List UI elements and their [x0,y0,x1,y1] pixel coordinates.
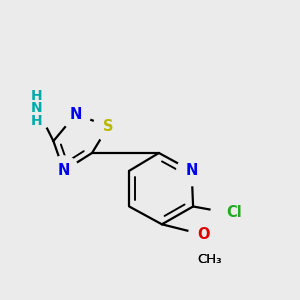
Text: N: N [58,163,70,178]
Text: O: O [197,227,210,242]
Circle shape [16,88,58,129]
Circle shape [211,198,241,227]
Text: N: N [70,107,82,122]
Text: S: S [103,119,114,134]
Circle shape [94,111,123,141]
Circle shape [189,220,218,250]
Circle shape [195,245,224,275]
Text: N: N [185,163,198,178]
Text: H: H [31,114,43,128]
Circle shape [177,156,206,186]
Text: H: H [31,89,43,103]
Text: CH₃: CH₃ [197,254,222,266]
Circle shape [61,100,91,129]
Circle shape [192,242,227,278]
Text: CH₃: CH₃ [197,254,222,266]
Text: Cl: Cl [226,205,242,220]
Text: N: N [31,101,43,116]
Circle shape [49,156,79,186]
